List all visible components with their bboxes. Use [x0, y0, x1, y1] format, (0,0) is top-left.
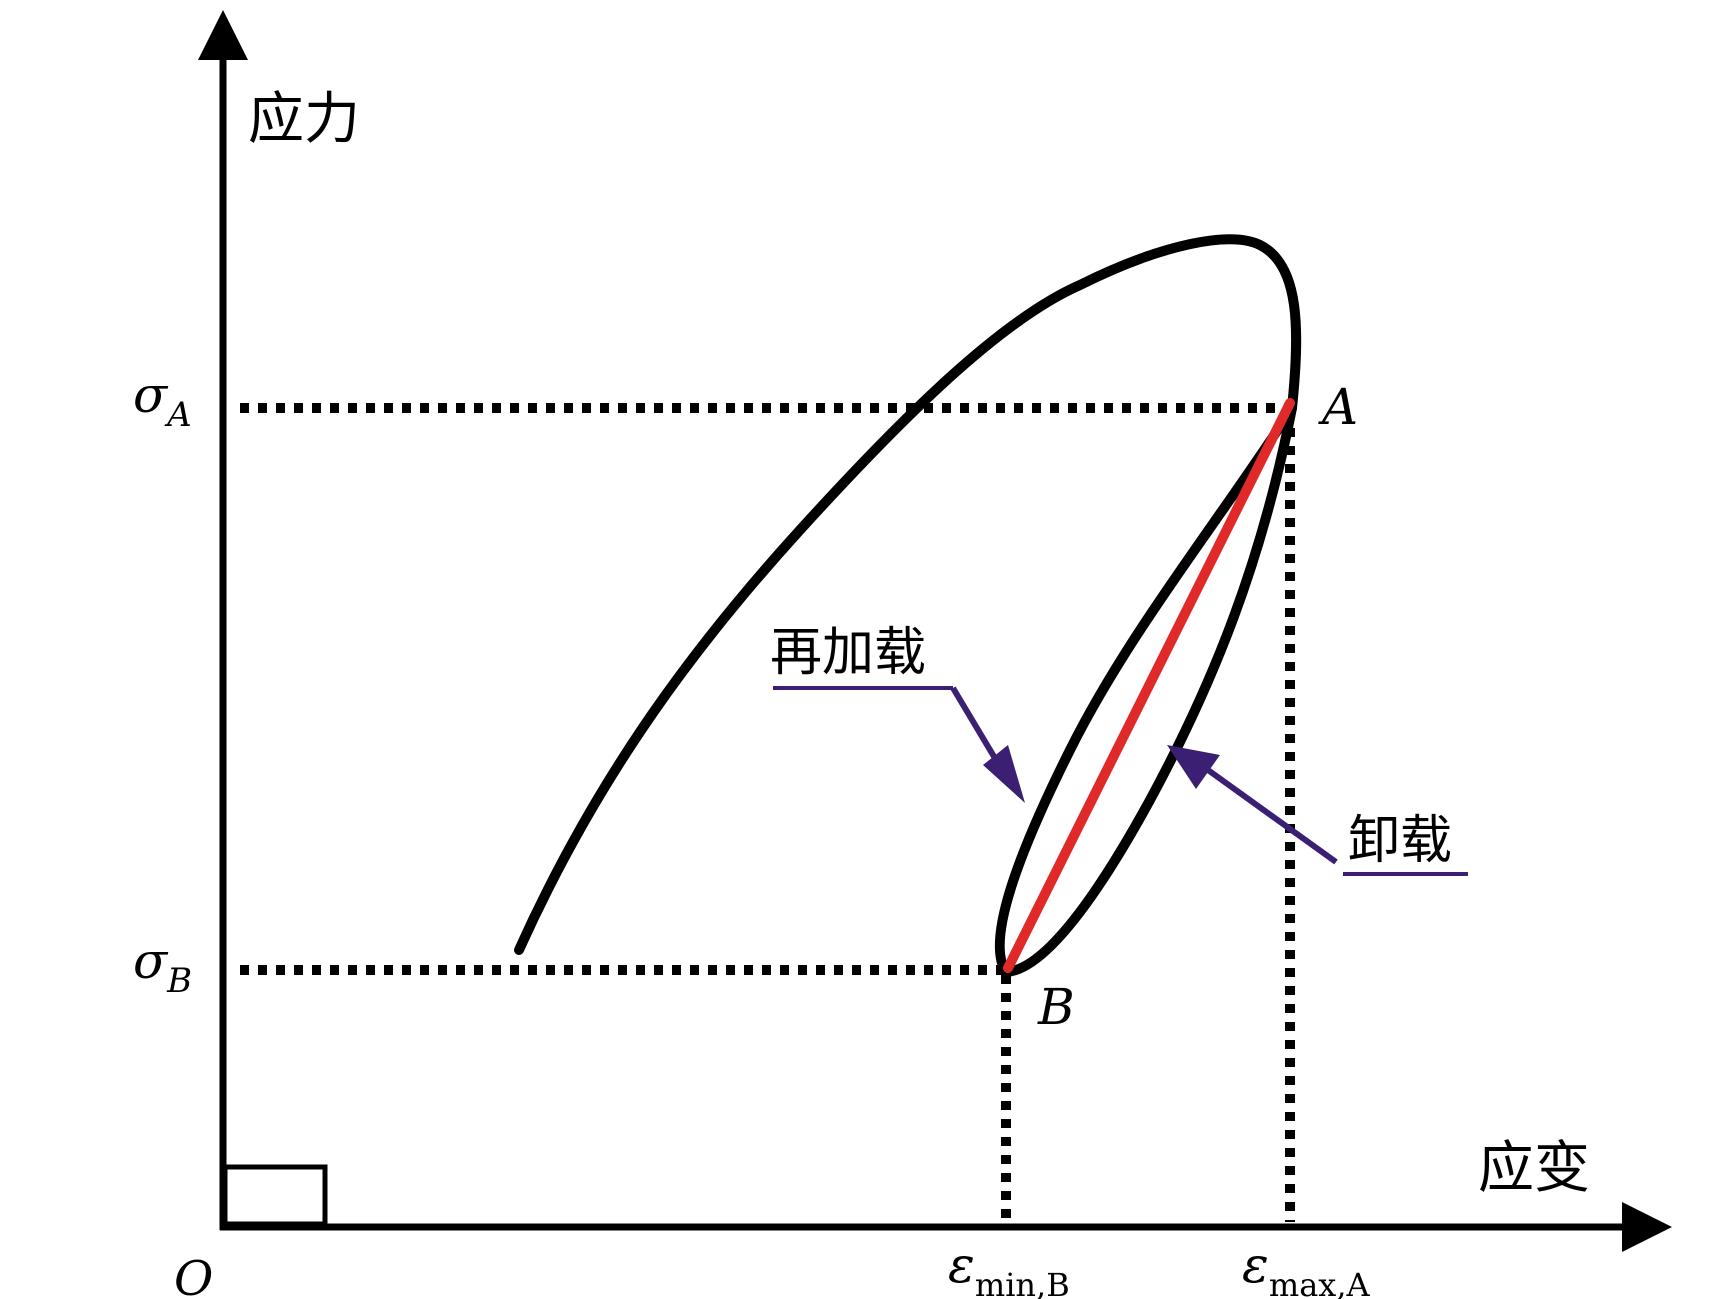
loading-envelope-curve: [514, 234, 1302, 955]
unloading-curve: [1001, 403, 1297, 977]
origin-label: O: [174, 1251, 213, 1299]
eps-max-a-subscript: max,A: [1269, 1266, 1371, 1299]
y-axis-label: 应力: [248, 87, 360, 152]
unloading-label: 卸载: [1348, 811, 1452, 871]
axes: [198, 10, 1672, 1252]
sigma-b-label: σB: [133, 932, 192, 1001]
eps-min-b-symbol: ε: [948, 1236, 975, 1294]
reloading-arrowhead: [983, 745, 1025, 803]
right-angle-box: [222, 1164, 328, 1227]
eps-max-a-label: εmax,A: [1242, 1236, 1370, 1299]
secant-chord: [1003, 398, 1295, 973]
sigma-b-subscript: B: [166, 961, 192, 1001]
sigma-b-symbol: σ: [133, 932, 169, 990]
point-a-label: A: [1318, 378, 1358, 436]
eps-max-a-symbol: ε: [1242, 1236, 1269, 1294]
eps-min-b-subscript: min,B: [975, 1266, 1070, 1299]
x-axis-arrowhead: [1622, 1202, 1672, 1252]
unloading-arrow-shaft: [1206, 767, 1338, 865]
sigma-a-symbol: σ: [133, 366, 169, 424]
unloading-arrowhead: [1167, 745, 1220, 789]
point-b-label: B: [1037, 978, 1075, 1036]
x-axis-label: 应变: [1478, 1136, 1590, 1201]
eps-min-b-label: εmin,B: [948, 1236, 1070, 1299]
guide-lines: [240, 403, 1295, 1222]
sigma-a-label: σA: [133, 366, 192, 435]
y-axis-arrowhead: [198, 10, 248, 60]
reloading-label: 再加载: [770, 623, 926, 683]
curves: [514, 234, 1302, 977]
reloading-curve: [994, 403, 1297, 977]
sigma-a-subscript: A: [164, 395, 192, 435]
